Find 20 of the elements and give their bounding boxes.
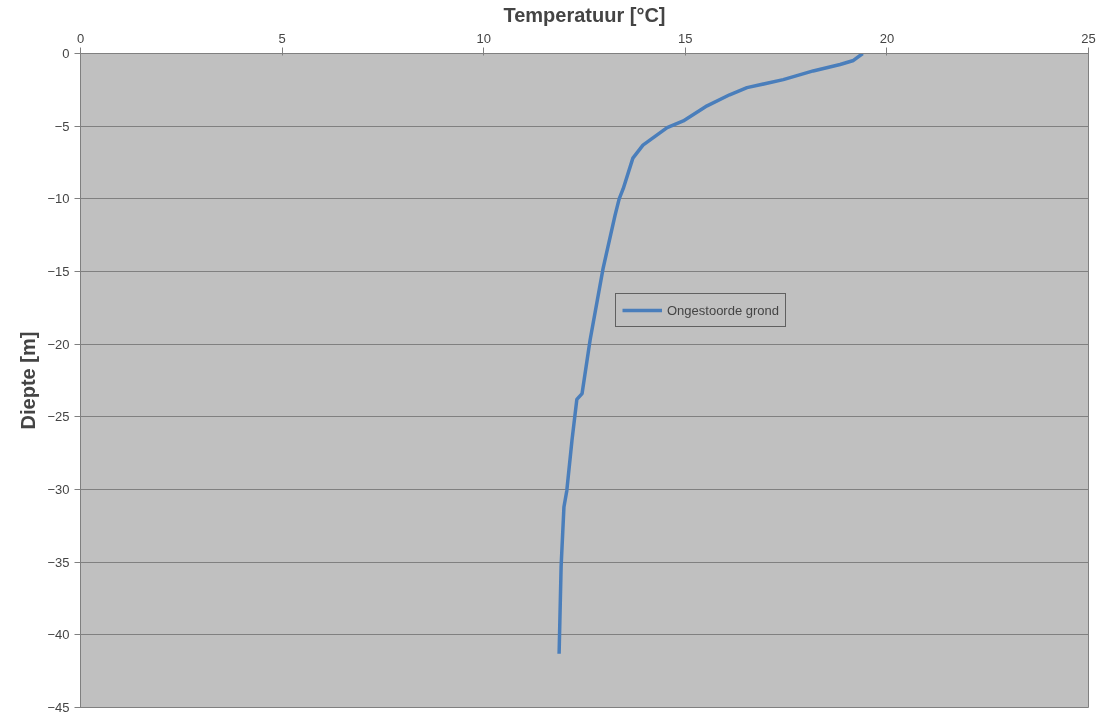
- x-tick-label: 0: [76, 30, 85, 46]
- y-tick-label: −30: [47, 482, 70, 497]
- y-tick-label: −35: [47, 554, 70, 570]
- y-tick-label: −5: [54, 118, 70, 134]
- x-tick-label: 10: [476, 30, 491, 46]
- y-tick-label: −40: [47, 627, 70, 643]
- y-tick-label: −45: [47, 700, 70, 715]
- y-tick-label: −25: [47, 409, 70, 425]
- y-tick-label: 0: [62, 46, 70, 61]
- line-series: [557, 53, 865, 656]
- y-tick-label: −15: [47, 264, 70, 279]
- x-tick-label: 20: [879, 30, 895, 46]
- x-tick-label: 15: [678, 30, 693, 46]
- y-tick-label: −20: [47, 336, 70, 352]
- y-tick-label: −10: [47, 191, 70, 207]
- legend-label: Ongestoorde grond: [667, 302, 780, 318]
- y-axis-title: Diepte [m]: [17, 331, 40, 430]
- x-axis-title: Temperatuur [°C]: [503, 3, 666, 26]
- x-tick-label: 5: [278, 30, 286, 46]
- x-tick-label: 25: [1081, 30, 1096, 46]
